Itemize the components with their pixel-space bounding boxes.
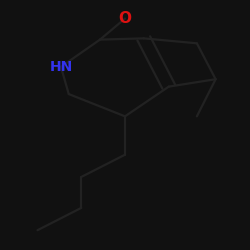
Text: HN: HN bbox=[49, 60, 72, 74]
Text: O: O bbox=[118, 11, 132, 26]
